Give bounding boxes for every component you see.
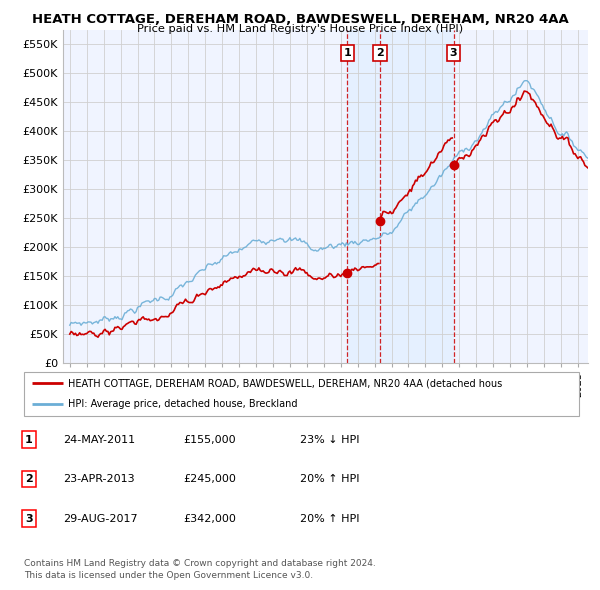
Text: £245,000: £245,000 xyxy=(183,474,236,484)
Text: 3: 3 xyxy=(25,514,32,523)
Text: 2: 2 xyxy=(25,474,32,484)
Text: 1: 1 xyxy=(343,48,351,58)
Text: HEATH COTTAGE, DEREHAM ROAD, BAWDESWELL, DEREHAM, NR20 4AA (detached hous: HEATH COTTAGE, DEREHAM ROAD, BAWDESWELL,… xyxy=(68,378,503,388)
Text: Contains HM Land Registry data © Crown copyright and database right 2024.
This d: Contains HM Land Registry data © Crown c… xyxy=(24,559,376,580)
Text: Price paid vs. HM Land Registry's House Price Index (HPI): Price paid vs. HM Land Registry's House … xyxy=(137,24,463,34)
Text: 1: 1 xyxy=(25,435,32,444)
Text: 20% ↑ HPI: 20% ↑ HPI xyxy=(300,514,359,523)
Text: HEATH COTTAGE, DEREHAM ROAD, BAWDESWELL, DEREHAM, NR20 4AA: HEATH COTTAGE, DEREHAM ROAD, BAWDESWELL,… xyxy=(32,13,568,26)
Text: £155,000: £155,000 xyxy=(183,435,236,444)
Text: 2: 2 xyxy=(376,48,384,58)
FancyBboxPatch shape xyxy=(24,372,579,416)
Text: 23% ↓ HPI: 23% ↓ HPI xyxy=(300,435,359,444)
Text: 20% ↑ HPI: 20% ↑ HPI xyxy=(300,474,359,484)
Text: £342,000: £342,000 xyxy=(183,514,236,523)
Bar xyxy=(347,30,454,363)
Text: 24-MAY-2011: 24-MAY-2011 xyxy=(63,435,135,444)
Text: 3: 3 xyxy=(450,48,457,58)
Text: 29-AUG-2017: 29-AUG-2017 xyxy=(63,514,137,523)
Text: HPI: Average price, detached house, Breckland: HPI: Average price, detached house, Brec… xyxy=(68,399,298,409)
Text: 23-APR-2013: 23-APR-2013 xyxy=(63,474,134,484)
